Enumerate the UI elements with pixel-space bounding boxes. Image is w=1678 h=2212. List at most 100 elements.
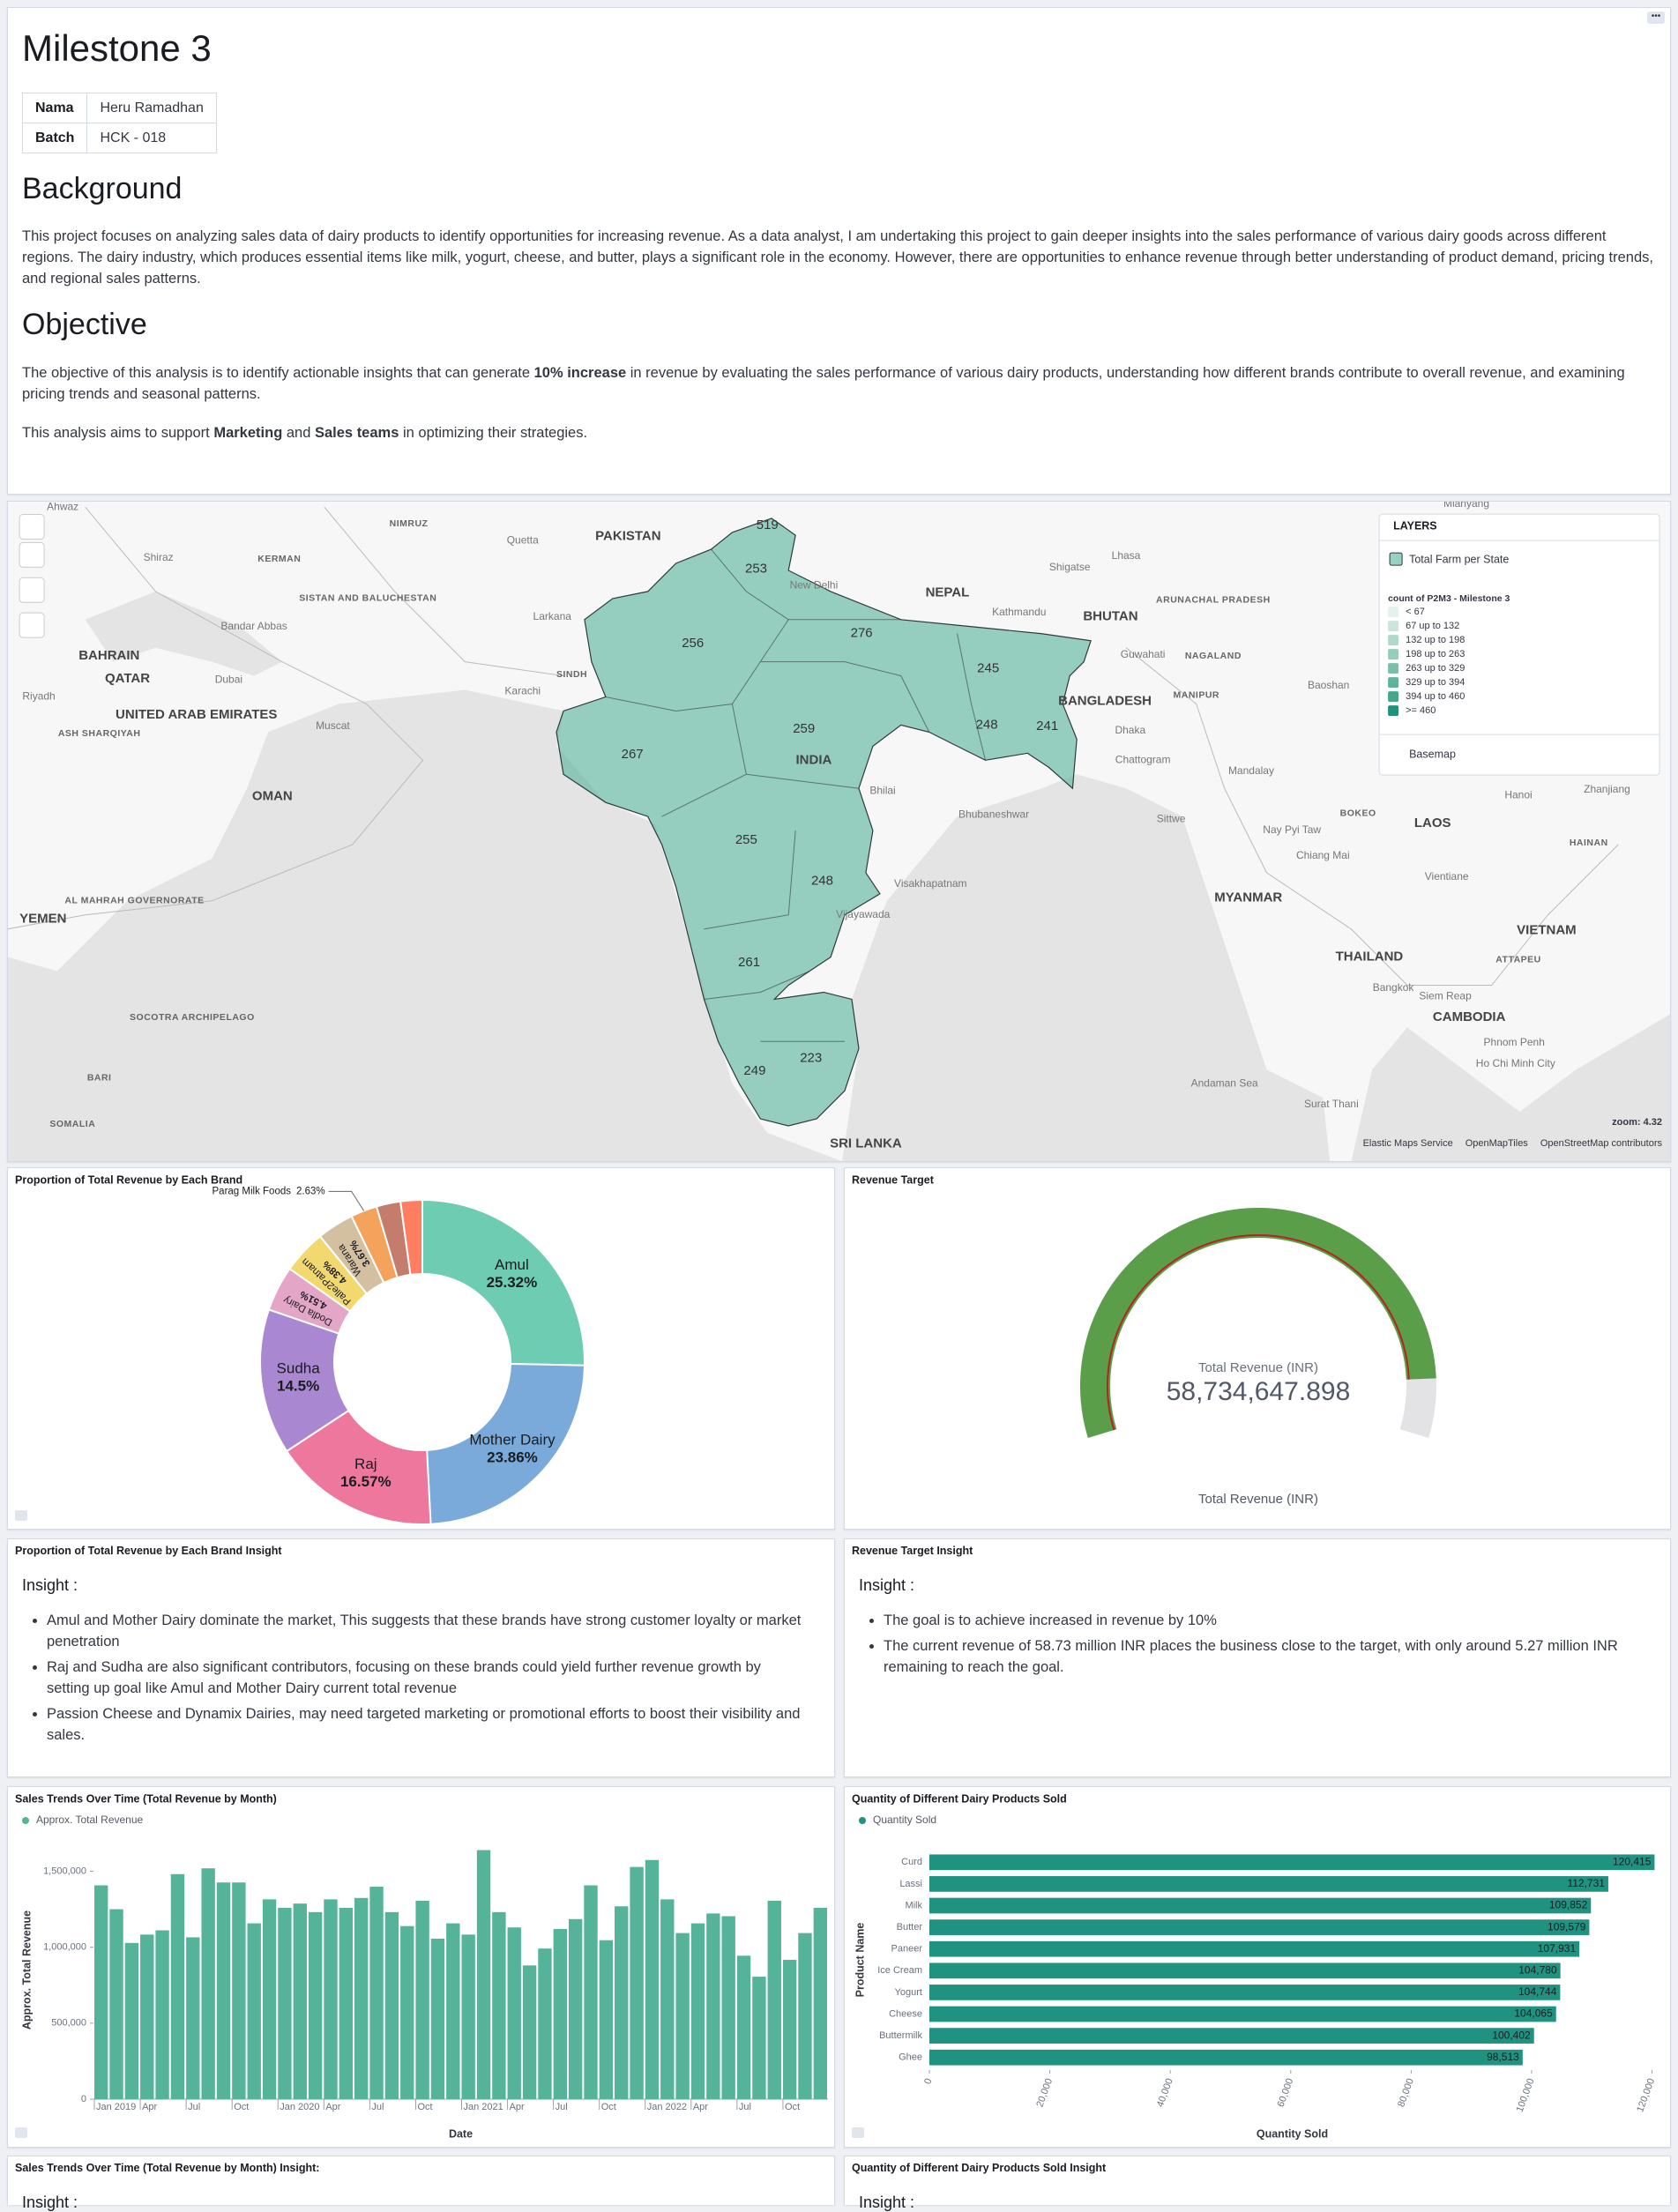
bar — [599, 1940, 614, 2099]
x-tick-label: 80,000 — [1396, 2077, 1416, 2109]
chart-panel: Proportion of Total Revenue by Each Bran… — [7, 1167, 835, 1530]
chart-panel: Sales Trends Over Time (Total Revenue by… — [7, 1786, 835, 2148]
legend-toggle[interactable] — [15, 1510, 27, 1521]
place-label: Dubai — [215, 674, 242, 686]
country-label: SRI LANKA — [830, 1136, 902, 1151]
bar — [262, 1899, 277, 2099]
x-tick-label: Jul — [739, 2102, 751, 2112]
legend-swatch — [1388, 607, 1399, 618]
state-value: 249 — [743, 1063, 765, 1078]
state-border — [704, 971, 810, 1000]
x-tick-label: 60,000 — [1276, 2077, 1296, 2109]
x-tick-label: 40,000 — [1155, 2077, 1175, 2109]
attribution: Elastic Maps Service OpenMapTiles OpenStre… — [1363, 1138, 1663, 1149]
state-value: 267 — [622, 747, 644, 762]
bar — [929, 2006, 1556, 2022]
bar — [354, 1897, 369, 2099]
x-tick-label: Oct — [601, 2102, 616, 2112]
attribution-link: Elastic Maps Service — [1363, 1138, 1453, 1149]
legend-dot — [22, 1817, 29, 1824]
state-border — [746, 773, 860, 789]
bar — [446, 1923, 460, 2099]
value-label: 104,065 — [1514, 2007, 1553, 2020]
legend-toggle[interactable] — [852, 2127, 864, 2138]
panel-title: Sales Trends Over Time (Total Revenue by… — [15, 2162, 320, 2174]
sea — [842, 774, 1331, 1161]
place-label: Chattogram — [1115, 753, 1171, 765]
map-control[interactable] — [19, 612, 45, 638]
layers-panel — [1378, 513, 1660, 776]
bar — [782, 1959, 797, 2099]
value-label: 104,780 — [1518, 1963, 1557, 1976]
country-label: MYANMAR — [1214, 890, 1282, 905]
place-label: Bandar Abbas — [220, 620, 287, 632]
place-label: Guwahati — [1121, 648, 1166, 660]
text: This analysis aims to support — [22, 425, 214, 441]
bar — [109, 1909, 123, 2099]
legend-class: 263 up to 329 — [1406, 663, 1465, 674]
bar — [929, 2028, 1534, 2044]
y-tick-label: Paneer — [891, 1944, 923, 1955]
bar — [308, 1911, 323, 2099]
bar — [538, 1948, 552, 2099]
options-button[interactable]: ••• — [1647, 11, 1665, 24]
slice-value: 14.5% — [277, 1377, 319, 1394]
x-tick-label: Apr — [142, 2102, 157, 2112]
bar — [247, 1923, 261, 2099]
layers-title: LAYERS — [1393, 519, 1437, 532]
insight-panel: Proportion of Total Revenue by Each Bran… — [7, 1538, 835, 1777]
map: 519 253 256 276 245 267 259 248 241 255 248 261 223 2… — [8, 502, 1670, 1161]
bar — [568, 1918, 583, 2099]
country-label: NEPAL — [926, 585, 970, 600]
region-label: HAINAN — [1570, 838, 1608, 848]
country-label: THAILAND — [1336, 950, 1404, 964]
panel-title: Quantity of Different Dairy Products Sol… — [852, 2162, 1107, 2174]
bar — [553, 1928, 567, 2099]
x-tick-label: Jan 2020 — [280, 2102, 319, 2112]
place-label: Bhubaneshwar — [958, 808, 1029, 821]
legend-swatch — [1388, 691, 1399, 703]
bullet: The goal is to achieve increased in reve… — [884, 1610, 1642, 1631]
legend-title: count of P2M3 - Milestone 3 — [1388, 593, 1510, 604]
insight-heading: Insight : — [22, 2193, 78, 2211]
bar — [929, 2049, 1523, 2066]
table-value: HCK - 018 — [86, 123, 217, 153]
pie-chart: Proportion of Total Revenue by Each Bran… — [15, 1173, 585, 1525]
place-label: Ahwaz — [47, 502, 78, 512]
map-control[interactable] — [19, 514, 45, 540]
bar — [94, 1885, 108, 2099]
value-label: 109,852 — [1549, 1899, 1588, 1911]
bold-text: Sales teams — [314, 425, 399, 441]
page-title: Milestone 3 — [22, 27, 212, 69]
x-tick-label: Apr — [693, 2102, 708, 2112]
map-control[interactable] — [19, 541, 45, 568]
value-label: 109,579 — [1547, 1920, 1586, 1933]
bar — [929, 1940, 1580, 1957]
bar — [798, 1933, 812, 2099]
bar — [339, 1908, 354, 2099]
legend-toggle[interactable] — [15, 2127, 27, 2138]
place-label: Nay Pyi Taw — [1263, 823, 1321, 836]
zoom-label: zoom: 4.32 — [1612, 1117, 1662, 1128]
bar — [645, 1859, 660, 2099]
bar — [660, 1899, 675, 2099]
insight-heading: Insight : — [859, 2193, 915, 2211]
slice-value: 23.86% — [487, 1449, 538, 1465]
map-control[interactable] — [19, 577, 45, 603]
border — [8, 506, 424, 930]
place-label: Zhanjiang — [1584, 783, 1630, 795]
x-tick-label: Jan 2022 — [647, 2102, 687, 2112]
bar — [293, 1903, 307, 2099]
section-heading: Background — [22, 172, 183, 205]
y-tick-label: Buttermilk — [879, 2030, 922, 2041]
x-tick-label: Jul — [371, 2102, 384, 2112]
bar — [615, 1906, 629, 2099]
bar — [369, 1887, 384, 2099]
place-label: Mianyang — [1443, 502, 1489, 510]
insight-heading: Insight : — [859, 1576, 915, 1594]
map-panel: 519 253 256 276 245 267 259 248 241 255 248 261 223 2… — [7, 501, 1671, 1162]
bold-text: 10% increase — [533, 365, 627, 381]
section-heading: Objective — [22, 308, 147, 341]
place-label: Ho Chi Minh City — [1476, 1057, 1555, 1069]
bullet: The current revenue of 58.73 million INR… — [884, 1635, 1642, 1678]
